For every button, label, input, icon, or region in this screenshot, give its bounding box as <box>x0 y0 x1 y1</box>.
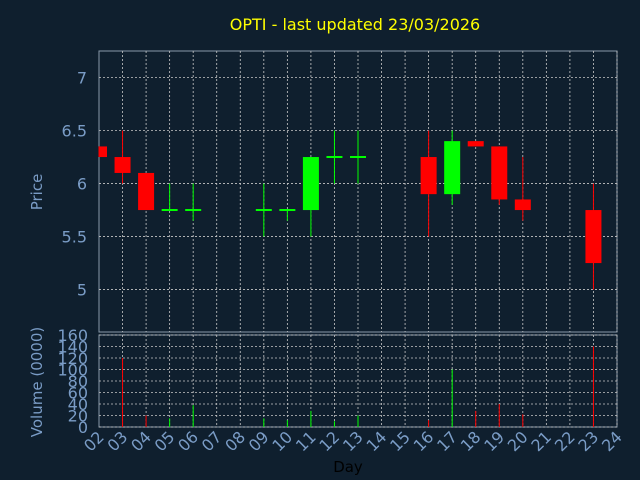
candle <box>161 183 178 212</box>
candle <box>585 183 602 290</box>
price-y-tick-label: 5.5 <box>62 228 87 247</box>
price-y-axis-label: Price <box>28 174 46 211</box>
candle-body <box>99 146 107 158</box>
candle <box>349 130 366 184</box>
volume-y-tick-label: 160 <box>57 326 88 345</box>
chart-title: OPTI - last updated 23/03/2026 <box>230 15 480 34</box>
candle <box>467 141 484 147</box>
price-y-tick-label: 6 <box>77 175 87 194</box>
candle-body <box>138 172 155 211</box>
price-y-tick-label: 6.5 <box>62 122 87 141</box>
day-tick-label: 24 <box>598 427 626 455</box>
candle <box>114 130 131 184</box>
candle <box>491 146 508 205</box>
candle <box>138 172 155 211</box>
volume-gridlines <box>99 334 618 428</box>
volume-y-tick-label: 20 <box>68 407 88 426</box>
price-y-tick-label: 5 <box>77 281 87 300</box>
price-y-tick-label: 7 <box>77 69 87 88</box>
candle-body <box>514 199 531 211</box>
candle-body <box>444 141 461 195</box>
candle-body <box>585 210 602 264</box>
volume-bars <box>122 346 594 427</box>
day-tick-labels: 0203040506070809101112131415161718192021… <box>80 427 626 455</box>
volume-y-tick-label: 0 <box>78 418 88 437</box>
volume-y-tick-label: 60 <box>68 384 88 403</box>
candle <box>98 146 107 158</box>
candle-body <box>467 141 484 147</box>
candle <box>514 157 531 221</box>
candle <box>279 209 296 221</box>
candle-body <box>114 157 131 173</box>
price-y-tick-labels: 5 5.5 6 6.5 7 <box>62 69 87 300</box>
candle-body <box>491 146 508 200</box>
candle <box>420 130 437 237</box>
candle-body <box>302 157 319 211</box>
volume-y-tick-label: 100 <box>57 361 88 380</box>
candle <box>326 130 343 184</box>
volume-y-tick-label: 120 <box>57 349 88 368</box>
candle-body <box>420 157 437 195</box>
volume-y-tick-label: 80 <box>68 372 88 391</box>
x-axis-label: Day <box>333 458 363 476</box>
candlesticks <box>98 130 602 290</box>
volume-y-tick-label: 140 <box>57 338 88 357</box>
candle <box>302 157 319 237</box>
price-gridlines <box>99 51 618 332</box>
volume-y-axis-label: Volume (0000) <box>28 327 46 437</box>
candle <box>185 183 202 221</box>
candle <box>255 183 272 237</box>
volume-y-tick-label: 40 <box>68 395 88 414</box>
candle <box>444 130 461 205</box>
